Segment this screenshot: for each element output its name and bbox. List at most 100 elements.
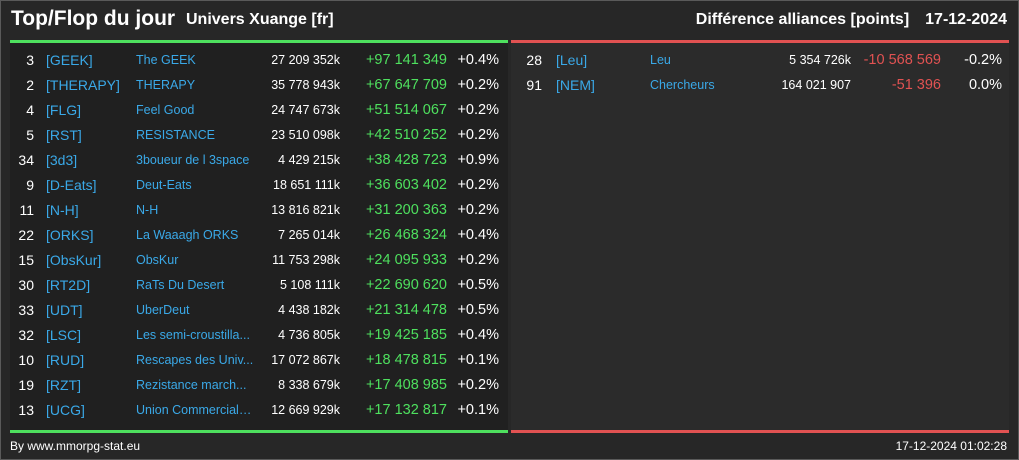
alliance-name-link[interactable]: Union Commerciale... <box>136 403 256 417</box>
alliance-rank: 91 <box>526 77 542 93</box>
alliance-name-link[interactable]: Rescapes des Univ... <box>136 353 254 367</box>
alliance-percent: +0.2% <box>457 252 499 268</box>
header-right: Différence alliances [points] 17-12-2024 <box>696 11 1007 29</box>
alliance-points: 5 354 726k <box>789 53 851 67</box>
footer-credit[interactable]: By www.mmorpg-stat.eu <box>10 439 141 453</box>
top-panel: 3 [GEEK] The GEEK 27 209 352k +97 141 349 +0.… <box>10 40 508 433</box>
alliance-rank: 19 <box>18 377 34 393</box>
alliance-percent: +0.2% <box>457 377 499 393</box>
ranking-subtitle: Différence alliances [points] <box>695 11 910 28</box>
alliance-diff: +19 425 185 <box>365 327 447 343</box>
alliance-points: 8 338 679k <box>278 378 340 392</box>
alliance-tag-link[interactable]: [NEM] <box>556 77 595 93</box>
alliance-diff: +21 314 478 <box>365 302 447 318</box>
alliance-row: 3 [GEEK] The GEEK 27 209 352k +97 141 349 +0.… <box>10 48 508 73</box>
alliance-percent: +0.2% <box>457 202 499 218</box>
alliance-name-link[interactable]: 3boueur de l 3space <box>136 153 250 167</box>
alliance-name-link[interactable]: The GEEK <box>136 53 196 67</box>
alliance-rank: 28 <box>526 52 542 68</box>
alliance-points: 164 021 907 <box>781 78 851 92</box>
alliance-rank: 13 <box>18 402 34 418</box>
alliance-diff: +26 468 324 <box>365 227 447 243</box>
alliance-row: 15 [ObsKur] ObsKur 11 753 298k +24 095 933 +0… <box>10 248 508 273</box>
alliance-tag-link[interactable]: [N-H] <box>46 202 79 218</box>
alliance-diff: +17 408 985 <box>365 377 447 393</box>
alliance-row: 33 [UDT] UberDeut 4 438 182k +21 314 478 +0.5… <box>10 298 508 323</box>
alliance-rank: 4 <box>26 102 34 118</box>
header: Top/Flop du jour Univers Xuange [fr] Dif… <box>0 0 1019 40</box>
alliance-row: 34 [3d3] 3boueur de l 3space 4 429 215k +38 … <box>10 148 508 173</box>
alliance-diff: +18 478 815 <box>365 352 447 368</box>
alliance-points: 4 736 805k <box>278 328 340 342</box>
alliance-tag-link[interactable]: [RT2D] <box>46 277 91 293</box>
alliance-tag-link[interactable]: [FLG] <box>46 102 82 118</box>
alliance-points: 18 651 111k <box>273 178 340 192</box>
alliance-diff: +36 603 402 <box>365 177 447 193</box>
alliance-rank: 9 <box>26 177 34 193</box>
alliance-points: 35 778 943k <box>271 78 340 92</box>
alliance-name-link[interactable]: N-H <box>136 203 159 217</box>
alliance-points: 7 265 014k <box>278 228 340 242</box>
alliance-percent: +0.2% <box>457 177 499 193</box>
alliance-name-link[interactable]: Feel Good <box>136 103 195 117</box>
alliance-diff: +17 132 817 <box>365 402 447 418</box>
alliance-row: 32 [LSC] Les semi-croustilla... 4 736 805k +… <box>10 323 508 348</box>
alliance-points: 17 072 867k <box>271 353 340 367</box>
alliance-diff: +38 428 723 <box>365 152 447 168</box>
alliance-tag-link[interactable]: [RST] <box>46 127 82 143</box>
alliance-name-link[interactable]: ObsKur <box>136 253 179 267</box>
alliance-name-link[interactable]: Leu <box>650 53 671 67</box>
alliance-rank: 22 <box>18 227 34 243</box>
alliance-row: 11 [N-H] N-H 13 816 821k +31 200 363 +0.2% <box>10 198 508 223</box>
alliance-rank: 32 <box>18 327 34 343</box>
alliance-tag-link[interactable]: [THERAPY] <box>46 77 120 93</box>
alliance-points: 4 438 182k <box>278 303 340 317</box>
alliance-name-link[interactable]: UberDeut <box>136 303 190 317</box>
alliance-percent: +0.4% <box>457 227 499 243</box>
alliance-tag-link[interactable]: [UCG] <box>46 402 85 418</box>
alliance-percent: +0.1% <box>457 402 499 418</box>
alliance-tag-link[interactable]: [LSC] <box>46 327 82 343</box>
alliance-tag-link[interactable]: [RZT] <box>46 377 81 393</box>
alliance-tag-link[interactable]: [ORKS] <box>46 227 94 243</box>
alliance-diff: +31 200 363 <box>365 202 447 218</box>
alliance-name-link[interactable]: Chercheurs <box>650 78 715 92</box>
alliance-tag-link[interactable]: [GEEK] <box>46 52 93 68</box>
alliance-percent: +0.5% <box>457 277 499 293</box>
alliance-tag-link[interactable]: [Leu] <box>556 52 588 68</box>
alliance-name-link[interactable]: La Waaagh ORKS <box>136 228 239 242</box>
alliance-diff: +51 514 067 <box>365 102 447 118</box>
alliance-percent: -0.2% <box>964 52 1002 68</box>
alliance-row: 10 [RUD] Rescapes des Univ... 17 072 867k +1… <box>10 348 508 373</box>
alliance-rank: 15 <box>18 252 34 268</box>
alliance-diff: -51 396 <box>891 77 941 93</box>
alliance-rank: 34 <box>18 152 34 168</box>
alliance-row: 91 [NEM] Chercheurs 164 021 907 -51 396 0.0% <box>511 73 1009 98</box>
alliance-name-link[interactable]: THERAPY <box>136 78 196 92</box>
alliance-percent: +0.2% <box>457 102 499 118</box>
alliance-points: 13 816 821k <box>271 203 340 217</box>
alliance-name-link[interactable]: RESISTANCE <box>136 128 215 142</box>
alliance-name-link[interactable]: RaTs Du Desert <box>136 278 225 292</box>
alliance-points: 12 669 929k <box>271 403 340 417</box>
alliance-name-link[interactable]: Rezistance march... <box>136 378 247 392</box>
alliance-tag-link[interactable]: [3d3] <box>46 152 78 168</box>
alliance-tag-link[interactable]: [UDT] <box>46 302 83 318</box>
alliance-row: 19 [RZT] Rezistance march... 8 338 679k +17 … <box>10 373 508 398</box>
alliance-row: 30 [RT2D] RaTs Du Desert 5 108 111k +22 690 … <box>10 273 508 298</box>
alliance-points: 23 510 098k <box>271 128 340 142</box>
universe-label: Univers Xuange [fr] <box>186 11 334 28</box>
alliance-tag-link[interactable]: [ObsKur] <box>46 252 102 268</box>
flop-panel: 28 [Leu] Leu 5 354 726k -10 568 569 -0.2% 91 [N… <box>511 40 1009 433</box>
alliance-tag-link[interactable]: [D-Eats] <box>46 177 97 193</box>
alliance-percent: +0.4% <box>457 327 499 343</box>
alliance-points: 5 108 111k <box>279 278 340 292</box>
alliance-tag-link[interactable]: [RUD] <box>46 352 85 368</box>
header-date: 17-12-2024 <box>925 11 1007 28</box>
alliance-name-link[interactable]: Deut-Eats <box>136 178 192 192</box>
alliance-diff: -10 568 569 <box>863 52 941 68</box>
alliance-diff: +97 141 349 <box>365 52 447 68</box>
alliance-percent: +0.4% <box>457 52 499 68</box>
alliance-name-link[interactable]: Les semi-croustilla... <box>136 328 250 342</box>
page-title: Top/Flop du jour <box>11 7 176 30</box>
